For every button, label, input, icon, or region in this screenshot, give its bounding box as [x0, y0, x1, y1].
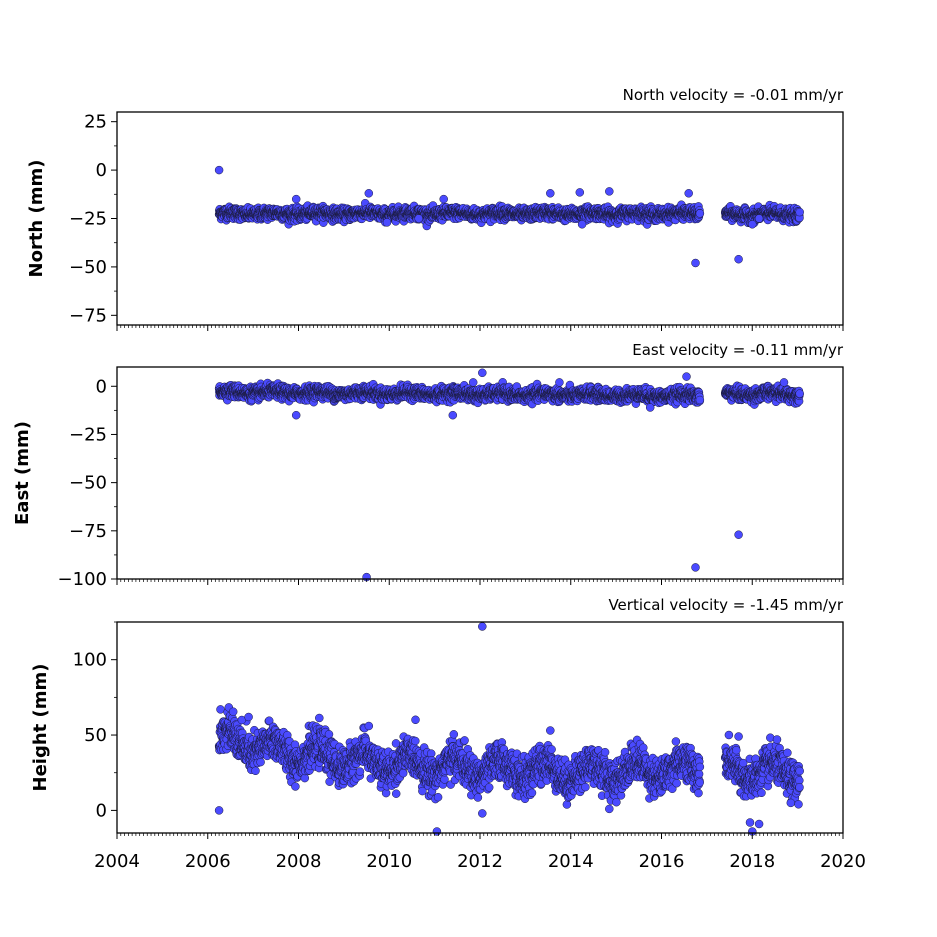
y-tick-label: −50 — [69, 257, 107, 278]
y-axis-label: North (mm) — [26, 160, 47, 278]
outlier-point — [577, 220, 587, 229]
data-points — [214, 368, 804, 582]
outlier-point — [214, 165, 224, 175]
outlier-point — [605, 187, 614, 196]
outlier-point — [382, 218, 392, 227]
outlier-point — [754, 214, 764, 223]
panel-1: North velocity = -0.01 mm/yr North (mm) 25… — [26, 86, 844, 331]
data-point — [695, 209, 705, 218]
y-tick-label: −75 — [69, 305, 107, 326]
panel-title: East velocity = -0.11 mm/yr — [632, 341, 844, 359]
panel-title: North velocity = -0.01 mm/yr — [623, 86, 844, 104]
y-axis-label: East (mm) — [12, 421, 33, 525]
outlier-point — [691, 258, 700, 268]
outlier-point — [414, 214, 423, 223]
outlier-point — [748, 220, 757, 229]
outlier-point — [439, 194, 448, 204]
outlier-point — [684, 189, 693, 198]
outlier-point — [364, 189, 374, 198]
data-point — [795, 207, 804, 217]
data-points — [214, 165, 804, 268]
y-tick-label: 0 — [96, 160, 107, 181]
y-tick-label: −25 — [69, 209, 107, 230]
outlier-point — [546, 189, 555, 198]
outlier-point — [575, 188, 585, 197]
outlier-point — [734, 254, 743, 264]
outlier-point — [291, 194, 301, 204]
y-tick-label: 25 — [84, 112, 107, 133]
